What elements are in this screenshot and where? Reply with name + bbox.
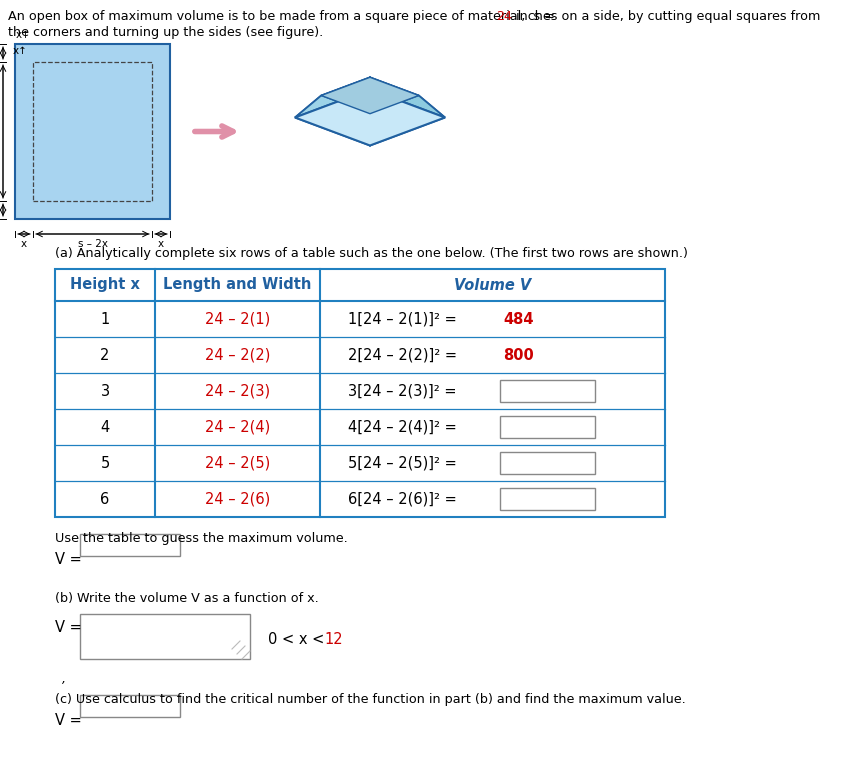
Text: 12: 12 <box>324 632 343 647</box>
Text: 5[24 – 2(5)]² =: 5[24 – 2(5)]² = <box>348 456 462 470</box>
Text: 4[24 – 2(4)]² =: 4[24 – 2(4)]² = <box>348 420 462 434</box>
Text: 24 – 2(1): 24 – 2(1) <box>205 312 270 326</box>
Text: inches on a side, by cutting equal squares from: inches on a side, by cutting equal squar… <box>512 10 821 23</box>
Text: (b) Write the volume V as a function of x.: (b) Write the volume V as a function of … <box>55 592 319 605</box>
Text: Length and Width: Length and Width <box>163 277 312 293</box>
Text: 6[24 – 2(6)]² =: 6[24 – 2(6)]² = <box>348 491 462 507</box>
Text: ,: , <box>62 673 66 686</box>
Text: 3: 3 <box>100 383 109 399</box>
Text: 0 < x <: 0 < x < <box>268 632 329 647</box>
Text: x: x <box>21 239 27 249</box>
Text: x↑: x↑ <box>16 30 31 40</box>
Text: 24 – 2(2): 24 – 2(2) <box>205 347 270 363</box>
Text: 1: 1 <box>100 312 109 326</box>
Bar <box>80 695 180 717</box>
Text: 3[24 – 2(3)]² =: 3[24 – 2(3)]² = <box>348 383 461 399</box>
Text: 484: 484 <box>503 312 534 326</box>
Text: V =: V = <box>55 620 86 635</box>
Polygon shape <box>295 77 370 117</box>
Text: 5: 5 <box>100 456 109 470</box>
Text: (a) Analytically complete six rows of a table such as the one below. (The first : (a) Analytically complete six rows of a … <box>55 247 688 260</box>
Text: the corners and turning up the sides (see figure).: the corners and turning up the sides (se… <box>8 26 323 39</box>
Text: 24: 24 <box>496 10 512 23</box>
Text: Volume V: Volume V <box>454 277 531 293</box>
Text: V =: V = <box>55 713 86 728</box>
Polygon shape <box>321 77 419 114</box>
Text: s – 2x: s – 2x <box>78 239 108 249</box>
Text: Use the table to guess the maximum volume.: Use the table to guess the maximum volum… <box>55 532 348 545</box>
Bar <box>500 416 595 438</box>
Polygon shape <box>295 89 445 146</box>
Bar <box>500 488 595 510</box>
Polygon shape <box>321 77 419 114</box>
Text: V =: V = <box>55 552 86 567</box>
Text: x: x <box>158 239 164 249</box>
Text: 24 – 2(3): 24 – 2(3) <box>205 383 270 399</box>
Bar <box>55 269 665 517</box>
Polygon shape <box>295 95 370 146</box>
Text: 2: 2 <box>100 347 109 363</box>
Text: Height x: Height x <box>70 277 140 293</box>
Bar <box>15 44 170 219</box>
Text: 800: 800 <box>503 347 534 363</box>
Text: 2[24 – 2(2)]² =: 2[24 – 2(2)]² = <box>348 347 462 363</box>
Text: 24 – 2(5): 24 – 2(5) <box>205 456 270 470</box>
Text: 4: 4 <box>100 420 109 434</box>
Text: 24 – 2(6): 24 – 2(6) <box>205 491 270 507</box>
Text: x↑: x↑ <box>13 46 28 56</box>
Bar <box>80 534 180 556</box>
Polygon shape <box>370 95 445 146</box>
Text: (c) Use calculus to find the critical number of the function in part (b) and fin: (c) Use calculus to find the critical nu… <box>55 693 686 706</box>
Polygon shape <box>370 77 445 117</box>
Bar <box>33 62 152 201</box>
Bar <box>80 614 250 659</box>
Bar <box>500 452 595 474</box>
Text: 6: 6 <box>100 491 109 507</box>
Text: An open box of maximum volume is to be made from a square piece of material,  s : An open box of maximum volume is to be m… <box>8 10 559 23</box>
Bar <box>500 380 595 402</box>
Text: 24 – 2(4): 24 – 2(4) <box>205 420 270 434</box>
Text: 1[24 – 2(1)]² =: 1[24 – 2(1)]² = <box>348 312 462 326</box>
